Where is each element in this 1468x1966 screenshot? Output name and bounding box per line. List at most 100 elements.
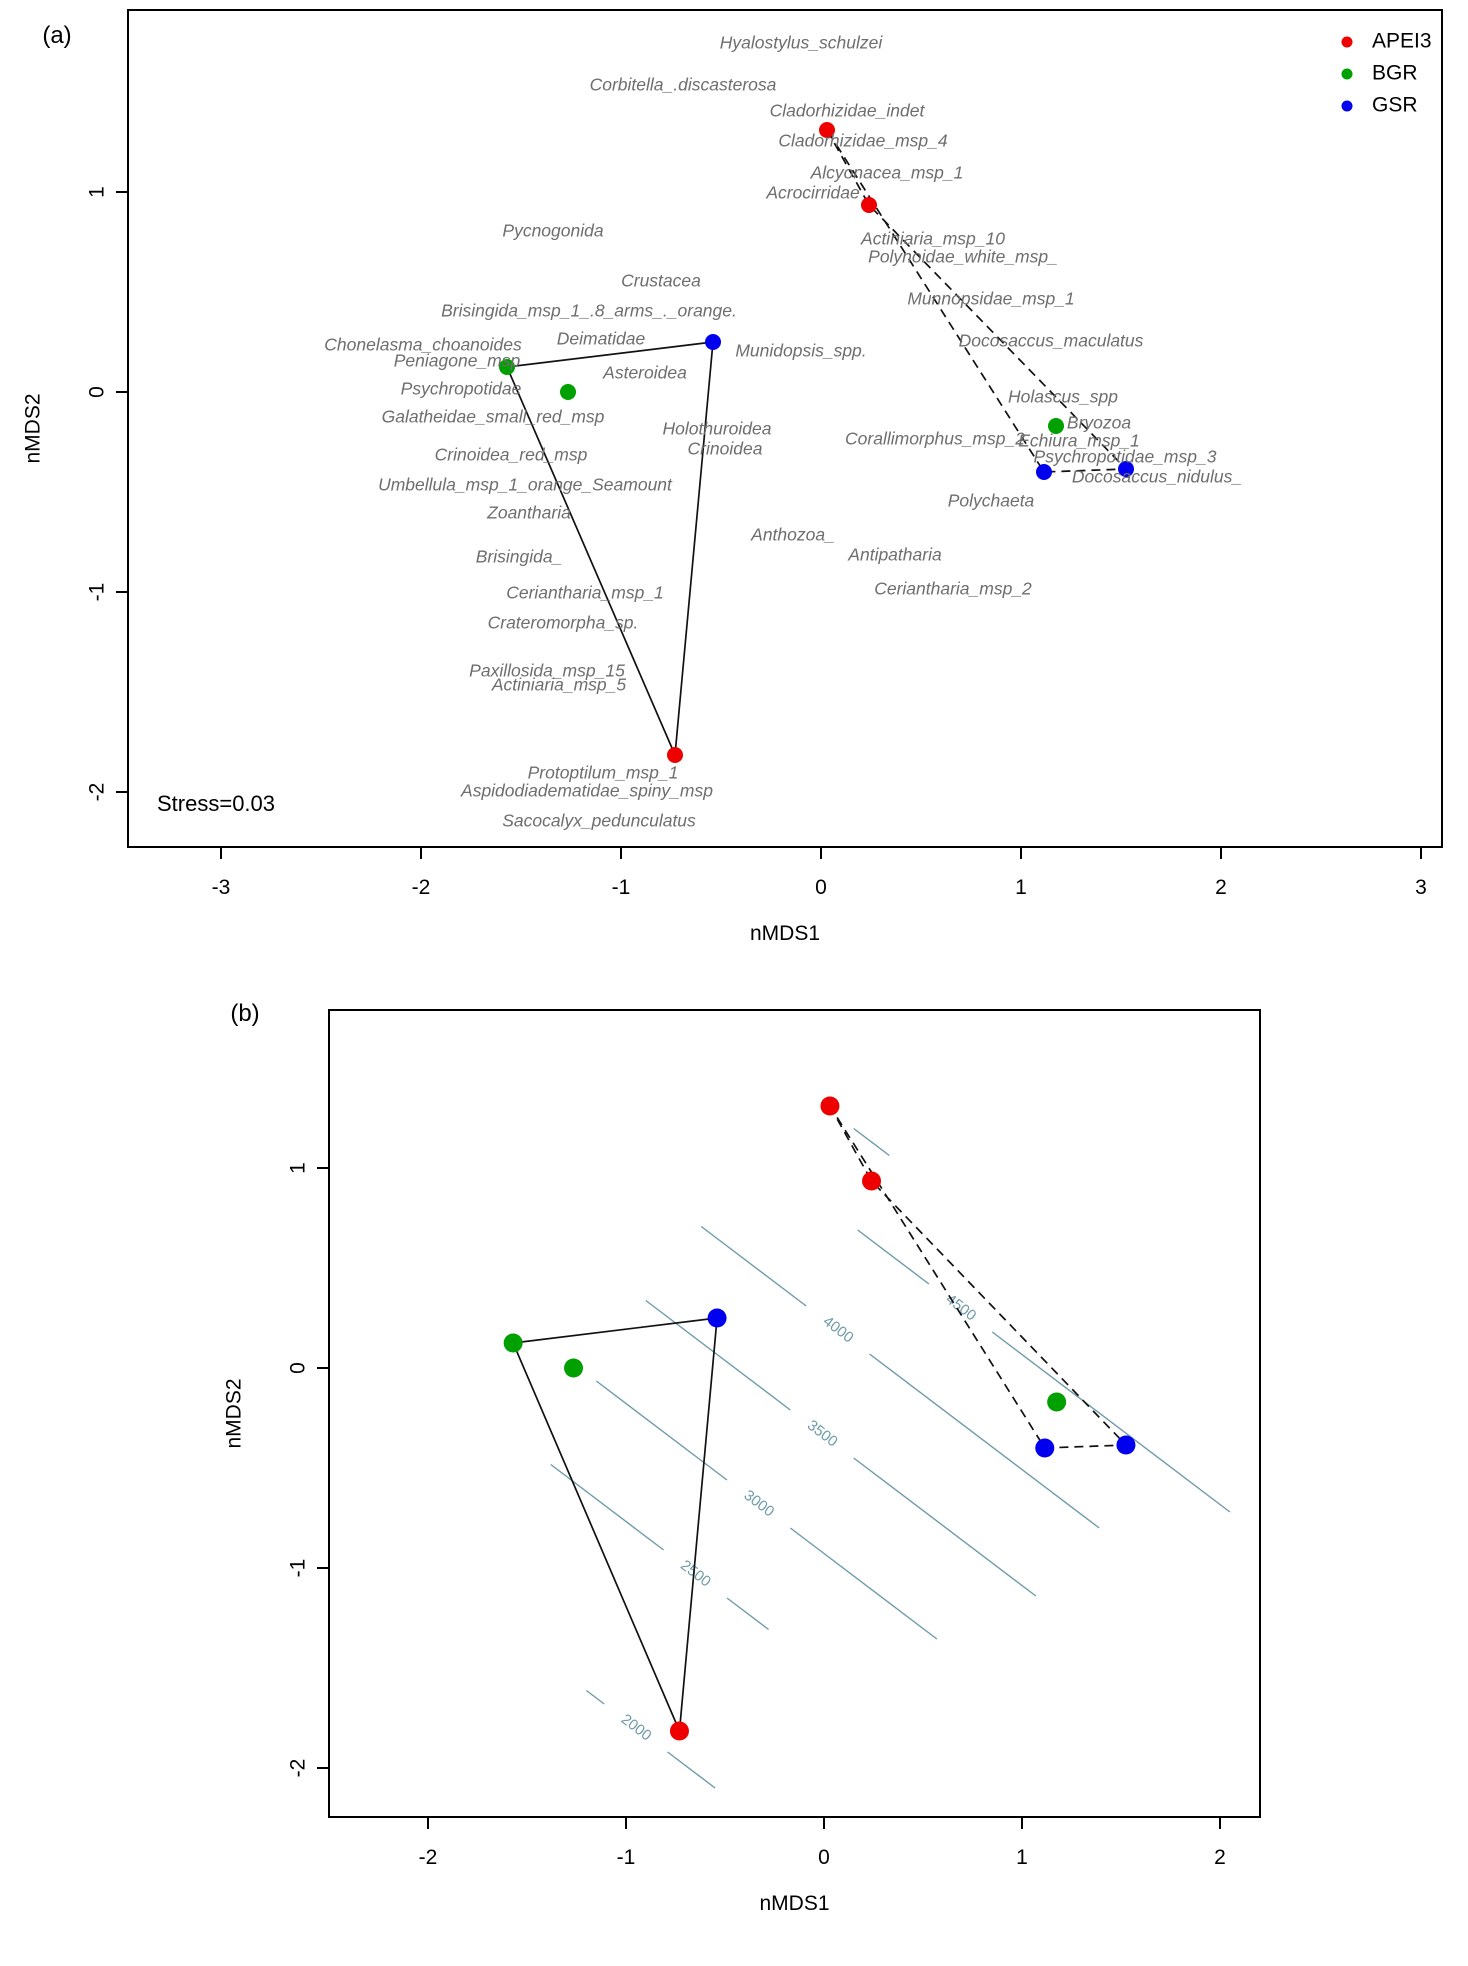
depth-contour-line [853,1457,1037,1597]
data-point-BGR [564,1358,584,1378]
contour-label-group: 3500 [804,1417,841,1451]
species-label: Psychropotidae [401,379,522,399]
depth-contour-line [853,1127,890,1157]
contour-label-group: 4500 [943,1291,980,1325]
species-label: Munidopsis_spp. [735,341,866,361]
species-label: Hyalostylus_schulzei [720,33,884,53]
data-point-GSR [1036,464,1052,480]
x-tick-label: 3 [1415,876,1427,899]
species-label: Protoptilum_msp_1 [528,763,679,783]
species-label: Peniagone_msp [394,351,521,371]
species-label: Bryozoa [1067,413,1131,433]
depth-contour-line [857,1229,930,1285]
legend-marker-BGR [1341,68,1353,80]
data-point-GSR [1118,461,1134,477]
data-point-BGR [560,384,576,400]
species-label: Acrocirridae [765,183,860,203]
legend-marker-APEI3 [1341,36,1353,48]
y-tick-label: 1 [287,1162,310,1174]
species-label: Pycnogonida [502,221,603,241]
x-tick-label: 1 [1016,1846,1028,1869]
species-label: Paxillosida_msp_15 [469,661,625,681]
species-label: Corallimorphus_msp_2 [845,429,1025,449]
data-point-APEI3 [862,1171,882,1191]
y-tick-label-group: 0 [86,386,109,398]
panel-tag: (a) [42,22,71,49]
y-tick-label: -1 [287,1559,310,1578]
species-label: Munnopsidae_msp_1 [907,289,1074,309]
x-tick-label: 0 [818,1846,830,1869]
species-label: Sacocalyx_pedunculatus [502,811,696,831]
species-label: Cladorhizidae_indet [770,101,926,121]
species-label: Polynoidae_white_msp_ [868,247,1058,267]
x-tick-label: -1 [617,1846,636,1869]
species-label: Deimatidae [557,329,646,349]
species-label: Brisingida_ [476,547,563,567]
data-point-BGR [503,1333,523,1353]
depth-contour-line [700,1225,807,1307]
x-tick-label: 2 [1215,876,1227,899]
plot-box [127,9,1443,848]
contour-label-group: 3000 [741,1487,778,1521]
panel-panel_a: Hyalostylus_schulzei Corbitella_.discaste… [22,9,1443,945]
contour-label: 2000 [618,1711,655,1745]
contour-label: 4000 [820,1313,857,1347]
data-point-GSR [707,1308,727,1328]
cluster-hull-solid [511,1317,719,1732]
data-point-GSR [1116,1435,1136,1455]
y-tick-label: 1 [86,186,109,198]
species-label: Antipatharia [847,545,942,565]
x-tick-label: -2 [412,876,431,899]
species-label: Alcyonacea_msp_1 [810,163,964,183]
species-label: Polychaeta [948,491,1035,511]
depth-contour-line [991,1331,1231,1513]
y-tick-label: -2 [86,783,109,802]
x-tick-label: -3 [212,876,231,899]
contour-label-group: 4000 [820,1313,857,1347]
species-label: Ceriantharia_msp_1 [506,583,664,603]
data-point-APEI3 [820,1096,840,1116]
data-point-GSR [705,334,721,350]
x-tick-label: 0 [815,876,827,899]
species-label: Asteroidea [602,363,687,383]
data-point-APEI3 [861,197,877,213]
contour-label: 3500 [804,1417,841,1451]
species-label: Docosaccus_nidulus_ [1072,467,1242,487]
cluster-hull-solid [505,341,714,756]
data-point-APEI3 [669,1721,689,1741]
x-tick-label: 2 [1214,1846,1226,1869]
species-label: Aspidodiadematidae_spiny_msp [460,781,713,801]
contour-label: 3000 [741,1487,778,1521]
cluster-hull-dashed [829,1105,1128,1449]
species-label: Crustacea [621,271,701,291]
species-label: Crinoidea [688,439,763,459]
y-tick-label-group: 0 [287,1362,310,1374]
species-label: Zoantharia [486,503,571,523]
species-label: Anthozoa_ [750,525,835,545]
species-label: Corbitella_.discasterosa [590,75,777,95]
panel-tag: (b) [230,1000,259,1027]
species-label: Crateromorpha_sp. [488,613,639,633]
y-tick-label-group: -2 [287,1759,310,1778]
x-tick-label: -1 [612,876,631,899]
depth-contour-line [585,1689,605,1705]
legend-label: GSR [1372,94,1418,117]
species-label: Galatheidae_small_red_msp [382,407,605,427]
depth-contour-line [645,1299,791,1411]
y-tick-label-group: -1 [287,1559,310,1578]
stress-annotation: Stress=0.03 [157,791,275,816]
y-tick-label-group: -2 [86,783,109,802]
species-label: Crinoidea_red_msp [435,445,588,465]
species-label: Actiniaria_msp_5 [491,675,626,695]
y-tick-label-group: 1 [287,1162,310,1174]
species-label: Holascus_spp [1008,387,1118,407]
data-point-APEI3 [819,122,835,138]
y-tick-label: -1 [86,583,109,602]
species-label: Holothuroidea [663,419,772,439]
legend-label: APEI3 [1372,30,1432,53]
y-tick-label: 0 [287,1362,310,1374]
data-point-BGR [1048,418,1064,434]
depth-contour-line [550,1463,665,1551]
